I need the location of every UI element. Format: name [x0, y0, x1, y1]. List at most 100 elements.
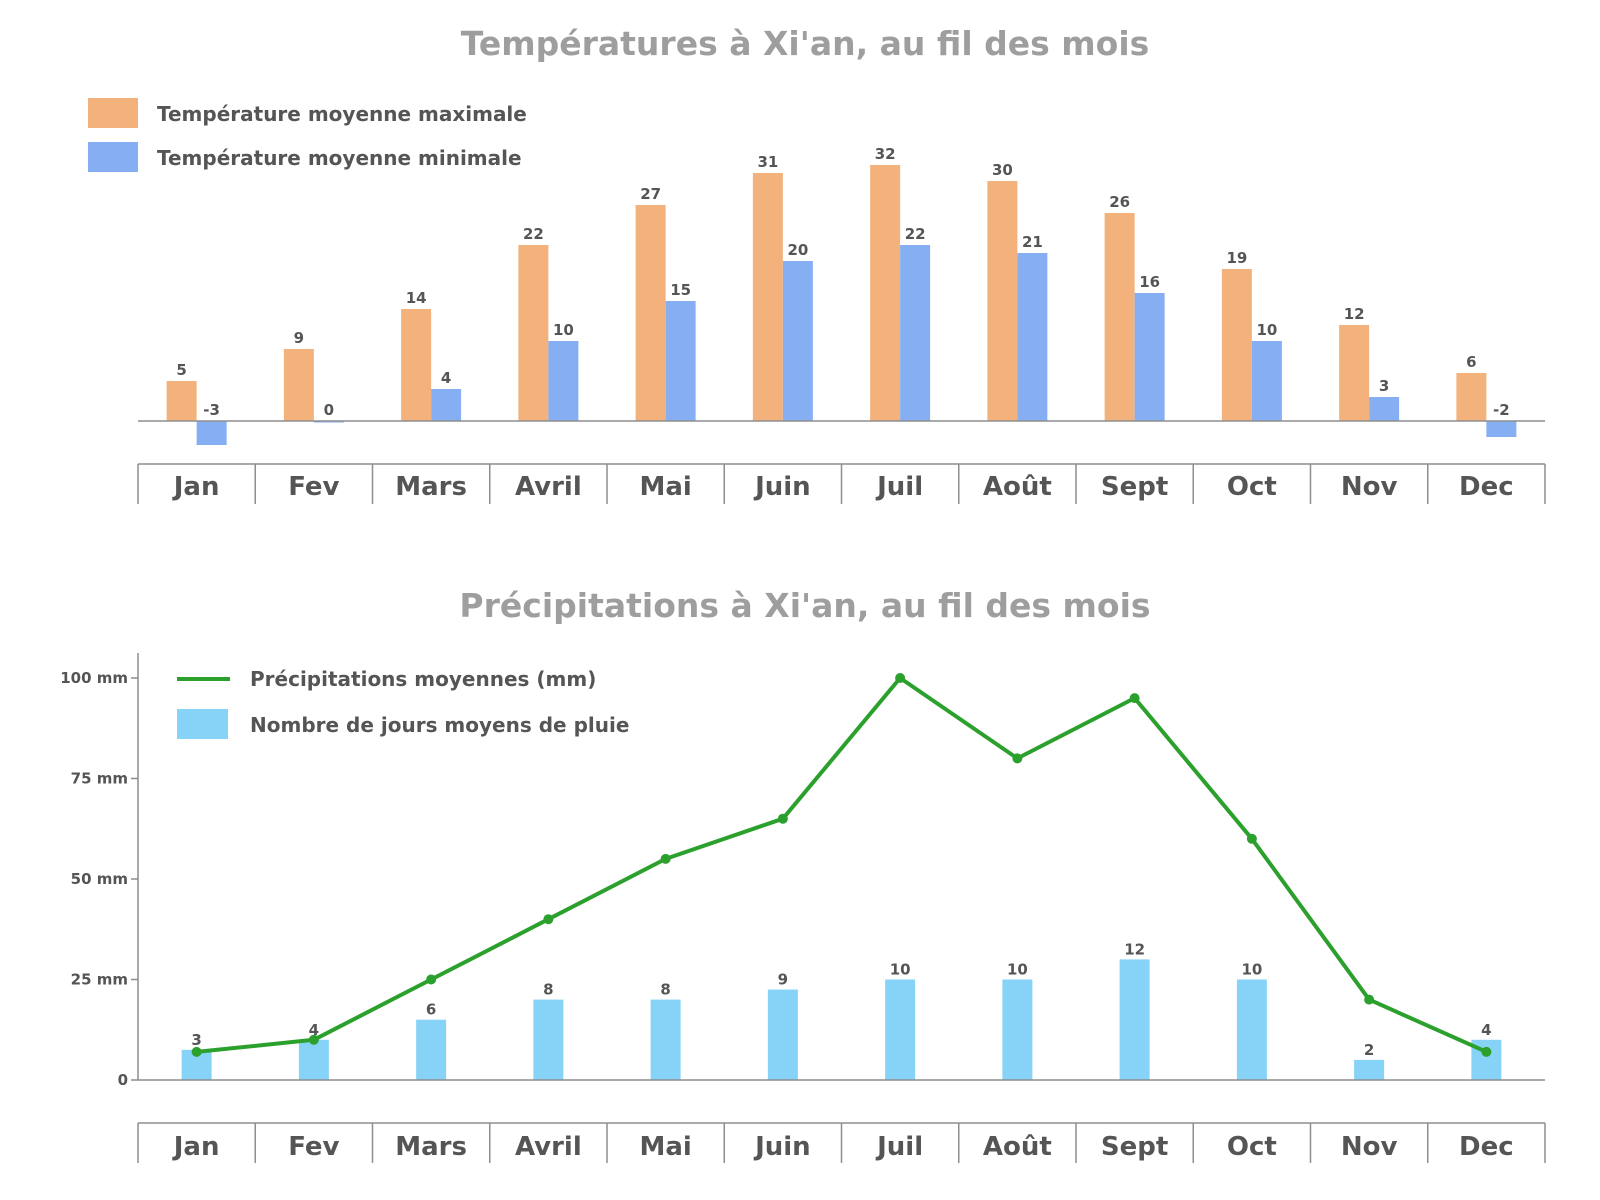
legend-label-rain-days: Nombre de jours moyens de pluie [250, 713, 629, 737]
precipitation-point-juil [895, 673, 906, 683]
legend-label-min: Température moyenne minimale [157, 146, 522, 170]
bar-min-jan [196, 421, 227, 445]
precipitation-point-fev [308, 1034, 319, 1045]
precipitation-month-label-mars: Mars [395, 1132, 467, 1162]
bar-label-min-fev: 0 [324, 401, 334, 419]
rain-days-bar-oct [1236, 979, 1267, 1080]
temperature-month-label-juil: Juil [875, 472, 923, 502]
rain-days-bar-fev [298, 1039, 329, 1080]
precipitation-month-label-aout: Août [983, 1132, 1052, 1162]
bar-label-max-nov: 12 [1344, 305, 1365, 323]
bar-min-aout [1017, 253, 1048, 421]
bar-min-juil [900, 245, 931, 421]
temperature-chart-title: Températures à Xi'an, au fil des mois [461, 24, 1150, 63]
precipitation-line [191, 673, 1492, 1057]
temperature-month-axis: Jan Fev Mars Avril Mai Juin Juil Août Sept Oct Nov… [137, 463, 1546, 504]
precipitation-point-aout [1012, 753, 1023, 764]
precipitation-point-avril [543, 914, 554, 925]
precipitation-point-mai [660, 853, 671, 864]
precipitation-month-label-juil: Juil [875, 1132, 923, 1162]
y-tick-label-25-mm: 25 mm [71, 971, 128, 989]
temperature-month-label-dec: Dec [1459, 472, 1514, 502]
bar-max-avril [518, 245, 549, 421]
rain-days-label-aout: 10 [1007, 961, 1028, 979]
precipitation-month-label-jan: Jan [172, 1132, 220, 1162]
bar-label-min-mai: 15 [670, 281, 691, 299]
bar-max-nov [1339, 325, 1370, 421]
temperature-month-label-nov: Nov [1341, 472, 1398, 502]
bar-label-max-avril: 22 [523, 225, 544, 243]
precipitation-point-oct [1246, 833, 1257, 844]
precipitation-chart: Précipitations à Xi'an, au fil des mois … [60, 586, 1546, 1163]
rain-days-bar-juin [767, 989, 798, 1080]
temperature-bars: 5 -3 9 0 14 4 22 10 27 15 31 20 32 22 30 21 26 16 19 10 12 3 6… [166, 145, 1517, 445]
bar-label-min-sept: 16 [1139, 273, 1160, 291]
temperature-month-label-avril: Avril [515, 472, 582, 502]
legend-swatch-max [88, 98, 138, 128]
bar-label-min-juin: 20 [787, 241, 808, 259]
precipitation-month-label-fev: Fev [288, 1132, 339, 1162]
rain-days-label-juil: 10 [890, 961, 911, 979]
y-tick-label-100-mm: 100 mm [60, 669, 128, 687]
bar-max-juin [752, 173, 783, 421]
legend-label-precip: Précipitations moyennes (mm) [250, 667, 596, 691]
y-tick-label-50-mm: 50 mm [71, 870, 128, 888]
temperature-month-label-aout: Août [983, 472, 1052, 502]
bar-min-nov [1369, 397, 1400, 421]
bar-label-min-mars: 4 [441, 369, 451, 387]
bar-max-dec [1456, 373, 1487, 421]
bar-max-mars [401, 309, 432, 421]
legend-swatch-min [88, 142, 138, 172]
rain-days-label-mars: 6 [426, 1001, 436, 1019]
bar-min-dec [1486, 421, 1517, 437]
bar-min-oct [1251, 341, 1282, 421]
bar-label-max-sept: 26 [1109, 193, 1130, 211]
bar-max-aout [987, 181, 1018, 421]
legend-swatch-rain-days [177, 709, 228, 739]
legend-label-max: Température moyenne maximale [157, 102, 527, 126]
bar-label-min-jan: -3 [203, 401, 220, 419]
y-tick-label-75-mm: 75 mm [71, 770, 128, 788]
rain-days-label-oct: 10 [1241, 961, 1262, 979]
temperature-month-label-jan: Jan [172, 472, 220, 502]
bar-label-min-juil: 22 [905, 225, 926, 243]
rain-days-label-nov: 2 [1364, 1041, 1374, 1059]
temperature-legend: Température moyenne maximale Température… [88, 98, 527, 172]
bar-max-juil [870, 165, 901, 421]
precipitation-legend: Précipitations moyennes (mm) Nombre de j… [177, 667, 629, 739]
precipitation-month-label-oct: Oct [1227, 1132, 1277, 1162]
precipitation-point-dec [1481, 1046, 1492, 1057]
rain-day-bars: 3 4 6 8 8 9 10 10 12 10 2 4 [181, 940, 1502, 1080]
precipitation-month-label-nov: Nov [1341, 1132, 1398, 1162]
rain-days-label-dec: 4 [1481, 1021, 1491, 1039]
rain-days-label-avril: 8 [543, 981, 553, 999]
bar-label-max-juin: 31 [757, 153, 778, 171]
bar-label-max-oct: 19 [1226, 249, 1247, 267]
precipitation-point-juin [777, 813, 788, 824]
precipitation-chart-title: Précipitations à Xi'an, au fil des mois [459, 586, 1150, 625]
precipitation-month-label-juin: Juin [753, 1132, 811, 1162]
rain-days-label-jan: 3 [191, 1031, 201, 1049]
precipitation-point-nov [1364, 994, 1375, 1005]
bar-label-min-nov: 3 [1379, 377, 1389, 395]
rain-days-bar-mai [650, 999, 681, 1080]
bar-label-max-mai: 27 [640, 185, 661, 203]
precipitation-month-label-mai: Mai [639, 1132, 691, 1162]
precipitation-month-label-avril: Avril [515, 1132, 582, 1162]
bar-min-mars [431, 389, 462, 421]
bar-label-max-fev: 9 [294, 329, 304, 347]
rain-days-bar-juil [885, 979, 916, 1080]
bar-label-max-aout: 30 [992, 161, 1013, 179]
rain-days-label-fev: 4 [309, 1021, 319, 1039]
bar-label-min-dec: -2 [1493, 401, 1510, 419]
precipitation-month-axis: Jan Fev Mars Avril Mai Juin Juil Août Sept Oct Nov… [137, 1122, 1546, 1163]
rain-days-bar-sept [1119, 959, 1150, 1080]
rain-days-bar-aout [1002, 979, 1033, 1080]
rain-days-label-sept: 12 [1124, 940, 1145, 958]
rain-days-label-mai: 8 [660, 981, 670, 999]
precipitation-point-mars [426, 974, 437, 985]
temperature-month-label-juin: Juin [753, 472, 811, 502]
bar-min-mai [665, 301, 696, 421]
temperature-month-label-oct: Oct [1227, 472, 1277, 502]
bar-label-min-avril: 10 [553, 321, 574, 339]
